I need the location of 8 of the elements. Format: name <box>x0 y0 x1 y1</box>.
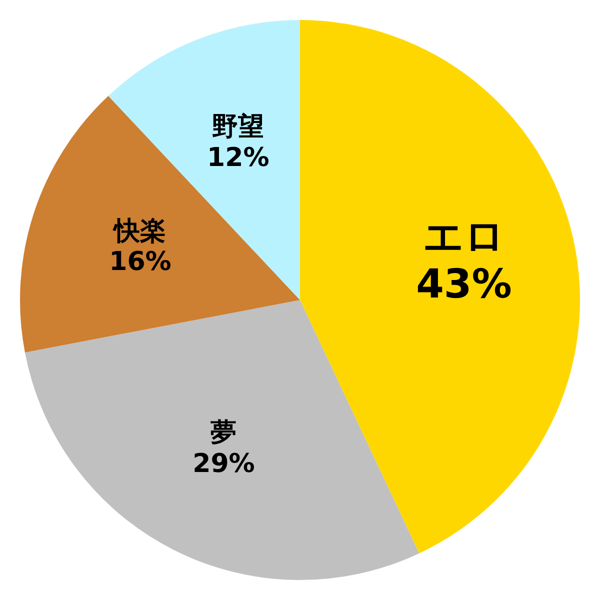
slice-label: 野望 <box>212 112 264 142</box>
data-label: 43% <box>416 261 512 308</box>
slice-label: 快楽 <box>112 216 166 246</box>
data-label: 29% <box>192 448 255 479</box>
slice-label: エロ <box>422 214 505 260</box>
slice-label: 夢 <box>210 418 237 448</box>
data-label: 12% <box>207 142 270 173</box>
data-label: 16% <box>109 247 172 278</box>
